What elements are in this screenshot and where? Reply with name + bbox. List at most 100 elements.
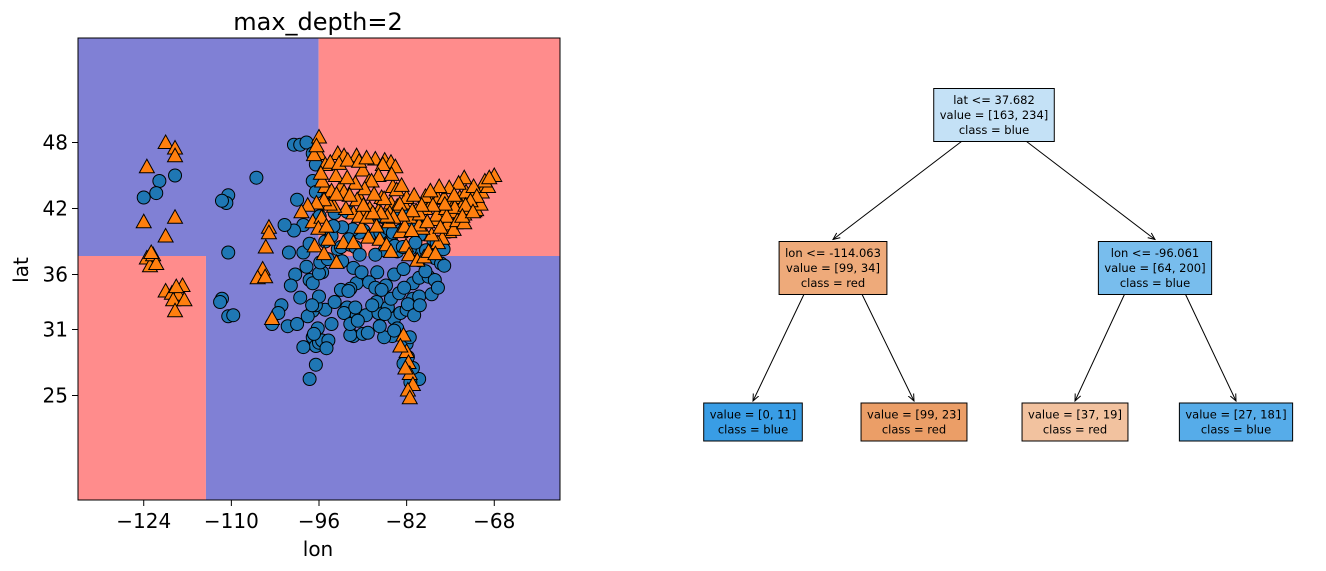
point-circle: [249, 170, 264, 185]
tree-node-text: class = red: [882, 423, 946, 437]
tree-node-lr: value = [99, 23]class = red: [860, 402, 968, 442]
tree-node-box: [703, 402, 803, 442]
point-triangle: [392, 337, 409, 353]
point-triangle: [157, 133, 174, 149]
x-tick-label: −82: [386, 509, 428, 533]
tree-edge: [1185, 294, 1236, 402]
x-tick-label: −68: [473, 509, 515, 533]
point-triangle: [403, 221, 420, 237]
point-circle: [387, 323, 402, 338]
point-triangle: [138, 158, 156, 174]
point-triangle: [312, 164, 330, 180]
tree-node-text: value = [99, 34]: [786, 261, 880, 275]
tree-node-box: [778, 241, 888, 295]
point-triangle: [391, 195, 409, 211]
x-tick-label: −96: [298, 509, 340, 533]
point-circle: [306, 326, 321, 341]
point-triangle: [480, 169, 498, 185]
point-triangle: [395, 326, 412, 342]
y-axis-ticks: 25 31 36 42 48: [43, 131, 78, 408]
point-triangle: [147, 254, 165, 270]
point-circle: [324, 317, 339, 331]
point-triangle: [400, 246, 418, 262]
point-triangle: [397, 359, 414, 375]
point-circle: [412, 298, 427, 313]
tree-node-text: value = [0, 11]: [710, 408, 797, 422]
tree-edges: [753, 141, 1236, 402]
region-red-0: [78, 255, 206, 500]
point-triangle: [464, 203, 482, 219]
point-circle: [149, 186, 164, 201]
tree-edge: [1075, 294, 1125, 402]
point-triangle: [429, 234, 447, 250]
x-axis-ticks: −124 −110 −96 −82 −68: [116, 500, 515, 533]
point-triangle: [353, 218, 370, 234]
point-triangle: [424, 196, 442, 212]
point-circle: [372, 319, 387, 334]
point-triangle: [256, 268, 274, 284]
tree-node-rl: value = [37, 19]class = red: [1021, 402, 1129, 442]
point-triangle: [167, 278, 185, 294]
point-circle: [374, 282, 389, 297]
point-triangle: [445, 186, 463, 202]
point-triangle: [157, 227, 174, 243]
tree-node-text: class = blue: [718, 423, 788, 437]
point-triangle: [345, 234, 362, 250]
point-triangle: [364, 204, 382, 220]
point-triangle: [313, 172, 331, 188]
point-triangle: [374, 155, 392, 171]
point-triangle: [422, 182, 439, 198]
point-circle: [290, 317, 305, 331]
tree-edge: [861, 294, 914, 402]
point-triangle: [315, 245, 333, 261]
point-circle: [396, 262, 411, 276]
y-tick-label: 48: [43, 131, 68, 155]
point-triangle: [403, 202, 421, 218]
point-circle: [354, 265, 369, 280]
point-triangle: [368, 217, 385, 233]
y-axis-label: lat: [9, 257, 33, 283]
tree-node-text: class = blue: [1201, 423, 1271, 437]
point-circle: [319, 341, 334, 356]
point-triangle: [306, 237, 323, 253]
point-triangle: [401, 389, 419, 405]
point-triangle: [263, 309, 281, 325]
tree-node-ll: value = [0, 11]class = blue: [703, 402, 803, 442]
point-triangle: [358, 149, 375, 165]
point-circle: [352, 247, 367, 262]
point-triangle: [457, 196, 474, 212]
tree-node-text: value = [27, 181]: [1185, 408, 1286, 422]
x-tick-label: −110: [204, 509, 259, 533]
point-circle: [136, 190, 151, 205]
tree-node-text: lat <= 37.682: [953, 93, 1035, 107]
point-circle: [277, 218, 292, 232]
point-circle: [214, 193, 229, 208]
point-triangle: [341, 186, 359, 202]
point-triangle: [166, 302, 184, 318]
tree-edge: [833, 141, 962, 240]
tree-node-text: value = [37, 19]: [1028, 408, 1122, 422]
point-circle: [221, 245, 236, 260]
tree-edge: [1026, 141, 1155, 240]
point-circle: [226, 308, 241, 323]
tree-node-text: class = blue: [1120, 276, 1190, 290]
point-triangle: [418, 213, 436, 229]
tree-node-text: value = [99, 23]: [867, 408, 961, 422]
data-points: [135, 128, 503, 405]
point-circle: [213, 295, 228, 309]
point-triangle: [260, 224, 278, 240]
point-circle: [365, 298, 380, 313]
point-triangle: [338, 169, 356, 185]
point-circle: [348, 300, 363, 315]
point-triangle: [360, 228, 377, 244]
point-circle: [305, 276, 320, 291]
point-triangle: [337, 199, 355, 215]
point-triangle: [354, 161, 372, 177]
point-circle: [290, 192, 305, 207]
point-triangle: [166, 208, 184, 224]
point-triangle: [318, 217, 335, 233]
tree-node-box: [933, 88, 1055, 142]
